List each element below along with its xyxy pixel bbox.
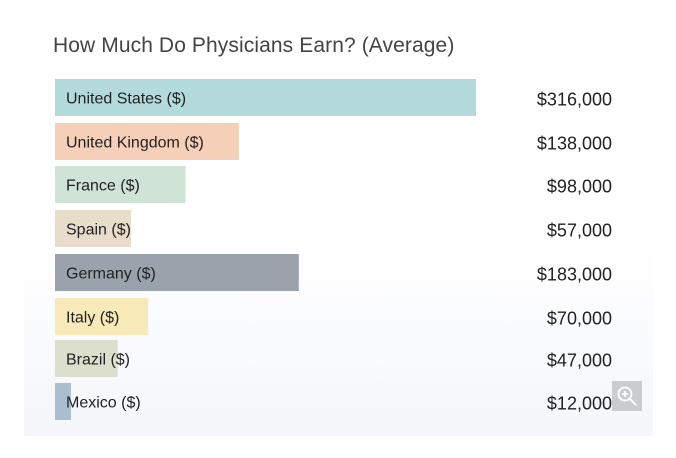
bar-6 (55, 340, 118, 377)
value-label-0: $316,000 (537, 90, 612, 110)
zoom-in-icon (617, 386, 637, 406)
bar-5 (55, 298, 149, 335)
value-label-7: $12,000 (547, 394, 612, 414)
bar-label-1: United Kingdom ($) (66, 135, 204, 152)
bar-label-6: Brazil ($) (66, 352, 130, 369)
bar-2 (55, 166, 186, 203)
bar-label-0: United States ($) (66, 91, 186, 108)
zoom-button[interactable] (612, 381, 642, 411)
bar-label-3: Spain ($) (66, 222, 131, 239)
value-label-5: $70,000 (547, 309, 612, 329)
bar-1 (55, 123, 239, 160)
bar-label-2: France ($) (66, 178, 140, 195)
bar-4 (55, 254, 299, 291)
bar-label-5: Italy ($) (66, 310, 119, 327)
chart-title: How Much Do Physicians Earn? (Average) (53, 34, 455, 57)
value-label-3: $57,000 (547, 221, 612, 241)
value-label-4: $183,000 (537, 265, 612, 285)
bar-3 (55, 210, 131, 247)
bar-label-7: Mexico ($) (66, 395, 141, 412)
bar-label-4: Germany ($) (66, 266, 156, 283)
value-label-6: $47,000 (547, 351, 612, 371)
value-label-2: $98,000 (547, 177, 612, 197)
value-label-1: $138,000 (537, 134, 612, 154)
bar-0 (55, 79, 476, 116)
bar-7 (55, 383, 71, 420)
